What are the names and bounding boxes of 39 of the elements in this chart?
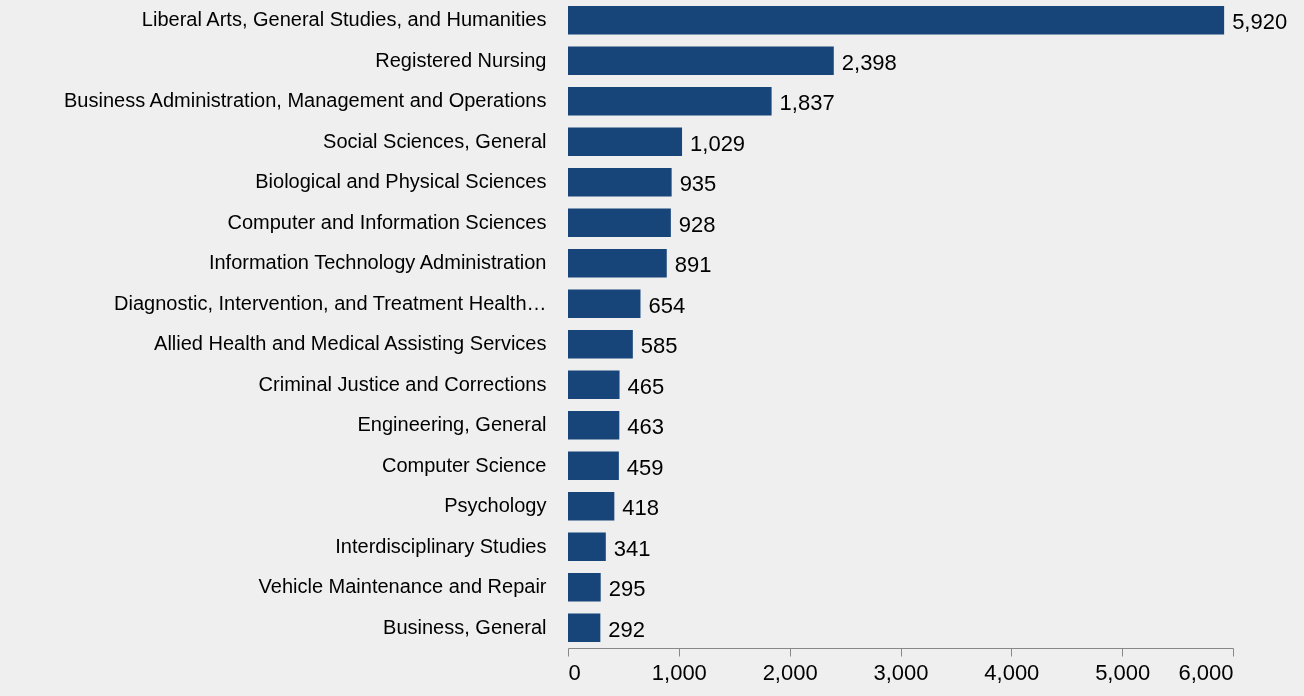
x-tick-label: 0	[568, 659, 581, 685]
data-label: 654	[648, 292, 686, 318]
data-label: 292	[608, 616, 646, 642]
y-tick-label: Diagnostic, Intervention, and Treatment Health…	[114, 291, 547, 314]
y-tick-label: Business Administration, Management and Operations	[64, 89, 547, 112]
data-label: 928	[678, 211, 716, 237]
y-tick-label: Interdisciplinary Studies	[335, 534, 547, 557]
data-label: 585	[640, 333, 678, 359]
data-label: 2,398	[841, 49, 897, 75]
y-tick-label: Vehicle Maintenance and Repair	[258, 575, 547, 598]
x-tick-label: 4,000	[984, 659, 1040, 685]
data-label: 1,837	[779, 90, 835, 116]
x-tick-label: 1,000	[651, 659, 707, 685]
x-tick-label: 5,000	[1095, 659, 1151, 685]
data-label: 418	[622, 495, 660, 521]
y-tick-label: Business, General	[383, 615, 547, 638]
data-label: 1,029	[690, 130, 746, 156]
y-tick-label: Registered Nursing	[375, 48, 547, 71]
x-tick-label: 3,000	[873, 659, 929, 685]
x-tick-label: 6,000	[1178, 659, 1234, 685]
y-tick-label: Psychology	[444, 494, 547, 517]
y-tick-label: Liberal Arts, General Studies, and Humanities	[141, 8, 547, 31]
data-label: 295	[608, 576, 646, 602]
data-label: 463	[627, 414, 665, 440]
data-label: 935	[679, 171, 717, 197]
data-label: 459	[626, 454, 664, 480]
y-tick-label: Computer and Information Sciences	[227, 210, 547, 233]
data-label: 465	[627, 373, 665, 399]
data-label: 5,920	[1232, 9, 1288, 35]
y-tick-label: Engineering, General	[357, 413, 547, 436]
y-tick-label: Computer Science	[381, 453, 547, 476]
x-tick-label: 2,000	[762, 659, 818, 685]
data-label: 891	[674, 252, 712, 278]
data-label: 341	[613, 535, 651, 561]
y-tick-label: Criminal Justice and Corrections	[258, 372, 547, 395]
y-tick-label: Social Sciences, General	[323, 129, 547, 152]
y-tick-label: Information Technology Administration	[208, 251, 547, 274]
y-tick-label: Biological and Physical Sciences	[255, 170, 547, 193]
y-tick-label: Allied Health and Medical Assisting Services	[154, 332, 547, 355]
